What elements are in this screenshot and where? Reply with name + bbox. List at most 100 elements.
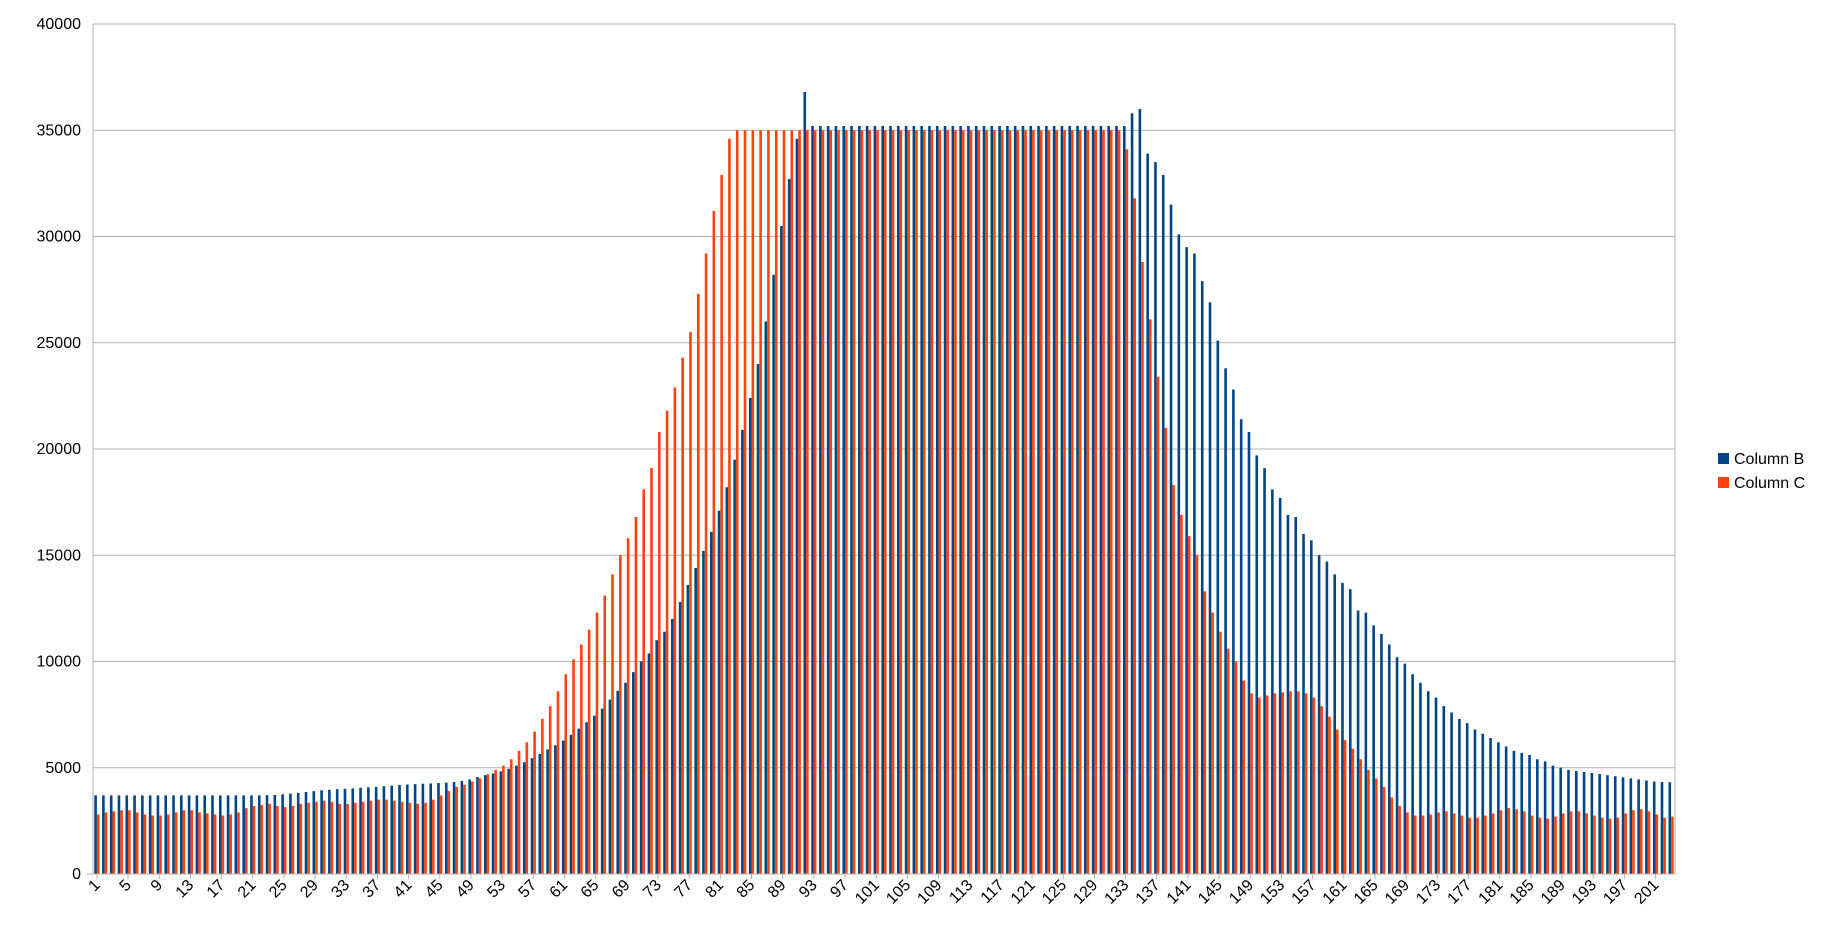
x-tick-label: 29 bbox=[297, 877, 322, 902]
x-tick-label: 177 bbox=[1444, 877, 1475, 908]
bar bbox=[1232, 389, 1235, 874]
bar bbox=[1265, 695, 1269, 874]
bar bbox=[117, 795, 121, 875]
bar bbox=[1629, 778, 1633, 875]
bar bbox=[1239, 419, 1243, 874]
bar bbox=[517, 750, 521, 874]
bar bbox=[1226, 648, 1230, 874]
bar bbox=[1647, 811, 1651, 874]
y-tick-labels: 0 5000 10000 15000 20000 25000 30000 35000 40000 bbox=[37, 16, 82, 883]
bar bbox=[1278, 497, 1282, 875]
bar bbox=[829, 130, 833, 874]
bar bbox=[1234, 661, 1238, 874]
bar bbox=[938, 130, 942, 874]
bar bbox=[1336, 729, 1339, 874]
bar bbox=[1185, 247, 1188, 875]
bar bbox=[1645, 780, 1648, 874]
bar bbox=[437, 783, 440, 874]
bar bbox=[837, 130, 840, 874]
bar bbox=[486, 774, 490, 875]
bar bbox=[1398, 806, 1401, 874]
bar bbox=[1341, 582, 1344, 875]
y-tick-label: 30000 bbox=[37, 229, 82, 246]
bar bbox=[930, 130, 934, 874]
bar bbox=[1211, 612, 1214, 875]
bar bbox=[315, 801, 318, 874]
bar bbox=[826, 126, 830, 874]
bar bbox=[899, 130, 903, 874]
bar bbox=[180, 795, 183, 875]
bar bbox=[1434, 697, 1438, 875]
bar bbox=[470, 781, 474, 874]
bar bbox=[296, 792, 300, 874]
bar bbox=[907, 130, 910, 874]
x-tick-label: 49 bbox=[453, 877, 478, 902]
y-tick-label: 20000 bbox=[37, 441, 82, 458]
x-tick-label: 97 bbox=[827, 877, 852, 902]
bar bbox=[865, 126, 869, 874]
bar bbox=[1598, 774, 1601, 875]
bar bbox=[764, 321, 768, 874]
bar bbox=[1481, 733, 1485, 874]
bar bbox=[1247, 432, 1251, 874]
bar bbox=[1302, 534, 1305, 874]
y-tick-label: 10000 bbox=[37, 654, 82, 671]
bar bbox=[756, 364, 760, 874]
bar bbox=[359, 787, 362, 874]
bar bbox=[335, 789, 339, 874]
x-tick-label: 45 bbox=[422, 877, 447, 902]
bar bbox=[928, 126, 931, 874]
bar bbox=[982, 126, 986, 874]
bar bbox=[1465, 723, 1469, 875]
bar bbox=[172, 795, 175, 875]
bar bbox=[798, 130, 801, 874]
bar bbox=[1632, 810, 1635, 874]
bar bbox=[522, 762, 526, 874]
bar bbox=[845, 130, 848, 874]
bar bbox=[587, 629, 591, 875]
x-tick-label: 13 bbox=[173, 877, 198, 902]
bar bbox=[1115, 126, 1118, 874]
bar bbox=[218, 795, 222, 875]
bar bbox=[1621, 777, 1625, 874]
bar bbox=[889, 126, 892, 874]
bar bbox=[346, 803, 349, 875]
bar bbox=[283, 807, 287, 874]
bar bbox=[1328, 716, 1331, 874]
bar bbox=[920, 126, 923, 874]
bar bbox=[1484, 815, 1487, 874]
x-tick-label: 57 bbox=[516, 877, 541, 902]
bar bbox=[1224, 368, 1227, 874]
bar bbox=[1577, 811, 1581, 874]
bar bbox=[954, 130, 957, 874]
bar bbox=[1008, 130, 1012, 874]
x-tick-label: 77 bbox=[671, 877, 696, 902]
bar bbox=[969, 130, 973, 874]
y-tick-label: 25000 bbox=[37, 335, 82, 352]
legend: Column B Column C bbox=[1718, 451, 1805, 492]
bar bbox=[1195, 555, 1199, 874]
bars bbox=[94, 92, 1674, 875]
bar bbox=[187, 795, 191, 875]
bar bbox=[850, 126, 853, 874]
bar bbox=[696, 293, 700, 875]
bar bbox=[873, 126, 877, 874]
bar bbox=[1317, 555, 1321, 874]
bar bbox=[842, 126, 846, 874]
bar bbox=[515, 765, 518, 875]
bar bbox=[1052, 126, 1056, 874]
bar bbox=[1528, 755, 1531, 874]
bar bbox=[1590, 773, 1594, 874]
bar bbox=[787, 179, 791, 875]
y-tick-label: 35000 bbox=[37, 122, 82, 139]
bar bbox=[104, 812, 108, 875]
bar bbox=[967, 126, 970, 874]
bar bbox=[400, 801, 404, 874]
bar bbox=[1523, 811, 1526, 874]
bar bbox=[229, 814, 232, 874]
bar bbox=[1652, 781, 1656, 874]
bar bbox=[328, 789, 331, 874]
x-tick-label: 109 bbox=[914, 877, 945, 908]
x-tick-label: 129 bbox=[1070, 877, 1101, 908]
